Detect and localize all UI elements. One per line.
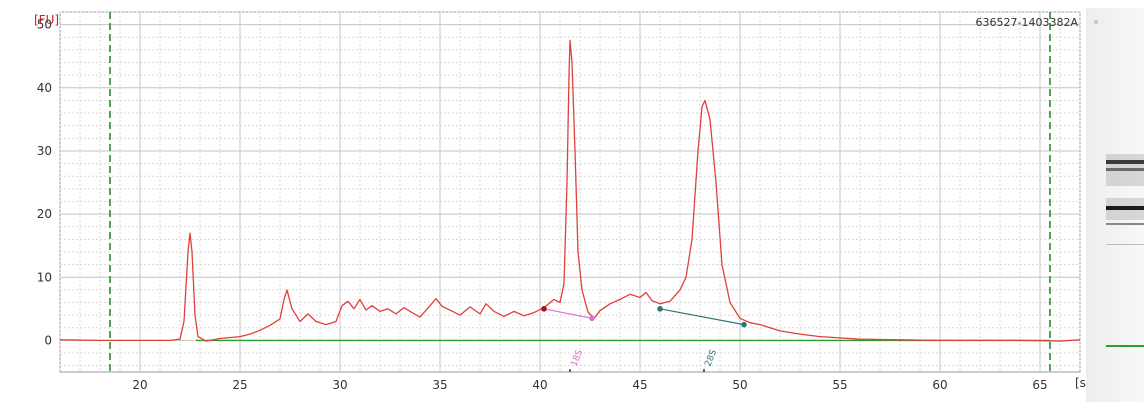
- x-tick-label: 30: [332, 378, 347, 392]
- x-tick-label: 25: [232, 378, 247, 392]
- region-line: [659, 308, 745, 326]
- y-tick-label: 40: [37, 81, 52, 95]
- y-tick-label: 50: [37, 18, 52, 32]
- x-tick-label: 55: [832, 378, 847, 392]
- sample-id: 636527-1403382A: [976, 16, 1079, 29]
- region-end-marker: [741, 321, 747, 328]
- region-start-marker: [657, 306, 663, 312]
- gel-lane-image: [1086, 8, 1144, 402]
- trace-line: [59, 39, 1081, 342]
- y-tick-label: 20: [37, 207, 52, 221]
- region-end-marker: [589, 315, 595, 322]
- x-tick-label: 50: [732, 378, 747, 392]
- axis-ticks: 20 25 30 35 40 45 50 55 60 65 0 10 20 30 40 50: [37, 18, 1048, 392]
- x-tick-label: 60: [932, 378, 947, 392]
- plot-area: [59, 11, 1081, 373]
- region-start-marker: [541, 306, 547, 312]
- marker-lines: [109, 12, 1051, 372]
- gel-marker-band: [1106, 345, 1144, 347]
- x-tick-label: 35: [432, 378, 447, 392]
- x-axis-unit: [s]: [1075, 376, 1086, 390]
- y-tick-label: 10: [37, 270, 52, 284]
- trace: [59, 39, 1081, 342]
- region-line: [543, 308, 593, 319]
- y-tick-label: 30: [37, 144, 52, 158]
- x-tick-label: 45: [632, 378, 647, 392]
- x-tick-label: 40: [532, 378, 547, 392]
- x-tick-label: 65: [1032, 378, 1047, 392]
- y-tick-label: 0: [44, 333, 52, 347]
- grid: [59, 11, 1081, 372]
- x-tick-label: 20: [132, 378, 147, 392]
- y-axis-label: [FU]: [34, 13, 59, 27]
